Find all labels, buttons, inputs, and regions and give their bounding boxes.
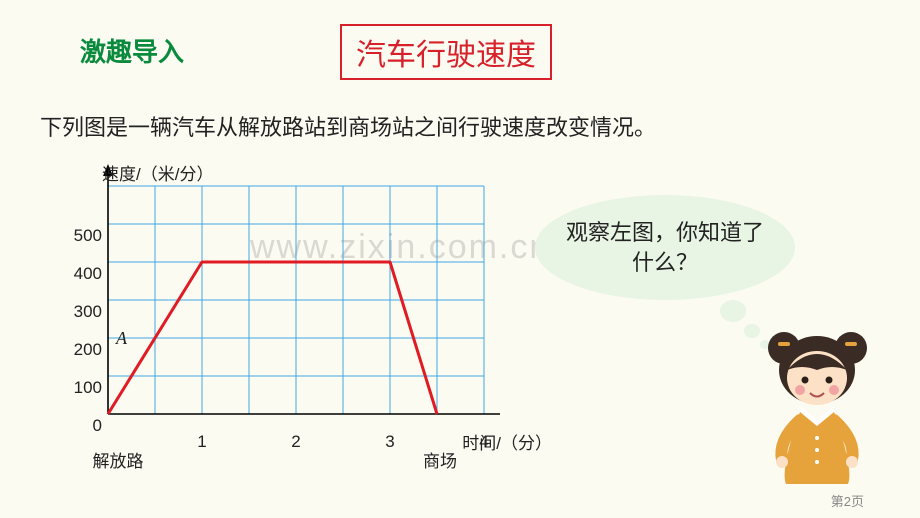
bubble-dot-icon — [720, 300, 746, 322]
girl-icon — [760, 320, 875, 490]
y-axis-label: 速度/（米/分） — [102, 160, 213, 185]
x-end-label: 商场 — [423, 447, 457, 472]
thought-bubble: 观察左图，你知道了什么？ — [535, 195, 795, 300]
y-tick-4: 400 — [68, 264, 102, 284]
y-tick-0: 0 — [68, 416, 102, 436]
y-tick-5: 500 — [68, 226, 102, 246]
chart-svg — [70, 160, 500, 460]
y-tick-1: 100 — [68, 378, 102, 398]
point-a-label: A — [116, 328, 127, 349]
description-text: 下列图是一辆汽车从解放路站到商场站之间行驶速度改变情况。 — [40, 110, 656, 142]
y-tick-3: 300 — [68, 302, 102, 322]
speed-chart: 速度/（米/分） 时间/（分） 0 100 200 300 400 500 1 … — [70, 160, 500, 470]
x-tick-4: 4 — [479, 432, 488, 452]
page-number: 第2页 — [831, 491, 864, 510]
girl-illustration — [760, 320, 875, 490]
x-tick-3: 3 — [385, 432, 394, 452]
slide-title: 汽车行驶速度 — [340, 24, 552, 80]
x-origin-label: 解放路 — [93, 447, 144, 472]
x-tick-2: 2 — [291, 432, 300, 452]
bubble-dot-icon — [744, 324, 760, 338]
x-axis-label: 时间/（分） — [462, 429, 552, 454]
section-heading: 激趣导入 — [80, 32, 184, 69]
x-tick-1: 1 — [197, 432, 206, 452]
y-tick-2: 200 — [68, 340, 102, 360]
